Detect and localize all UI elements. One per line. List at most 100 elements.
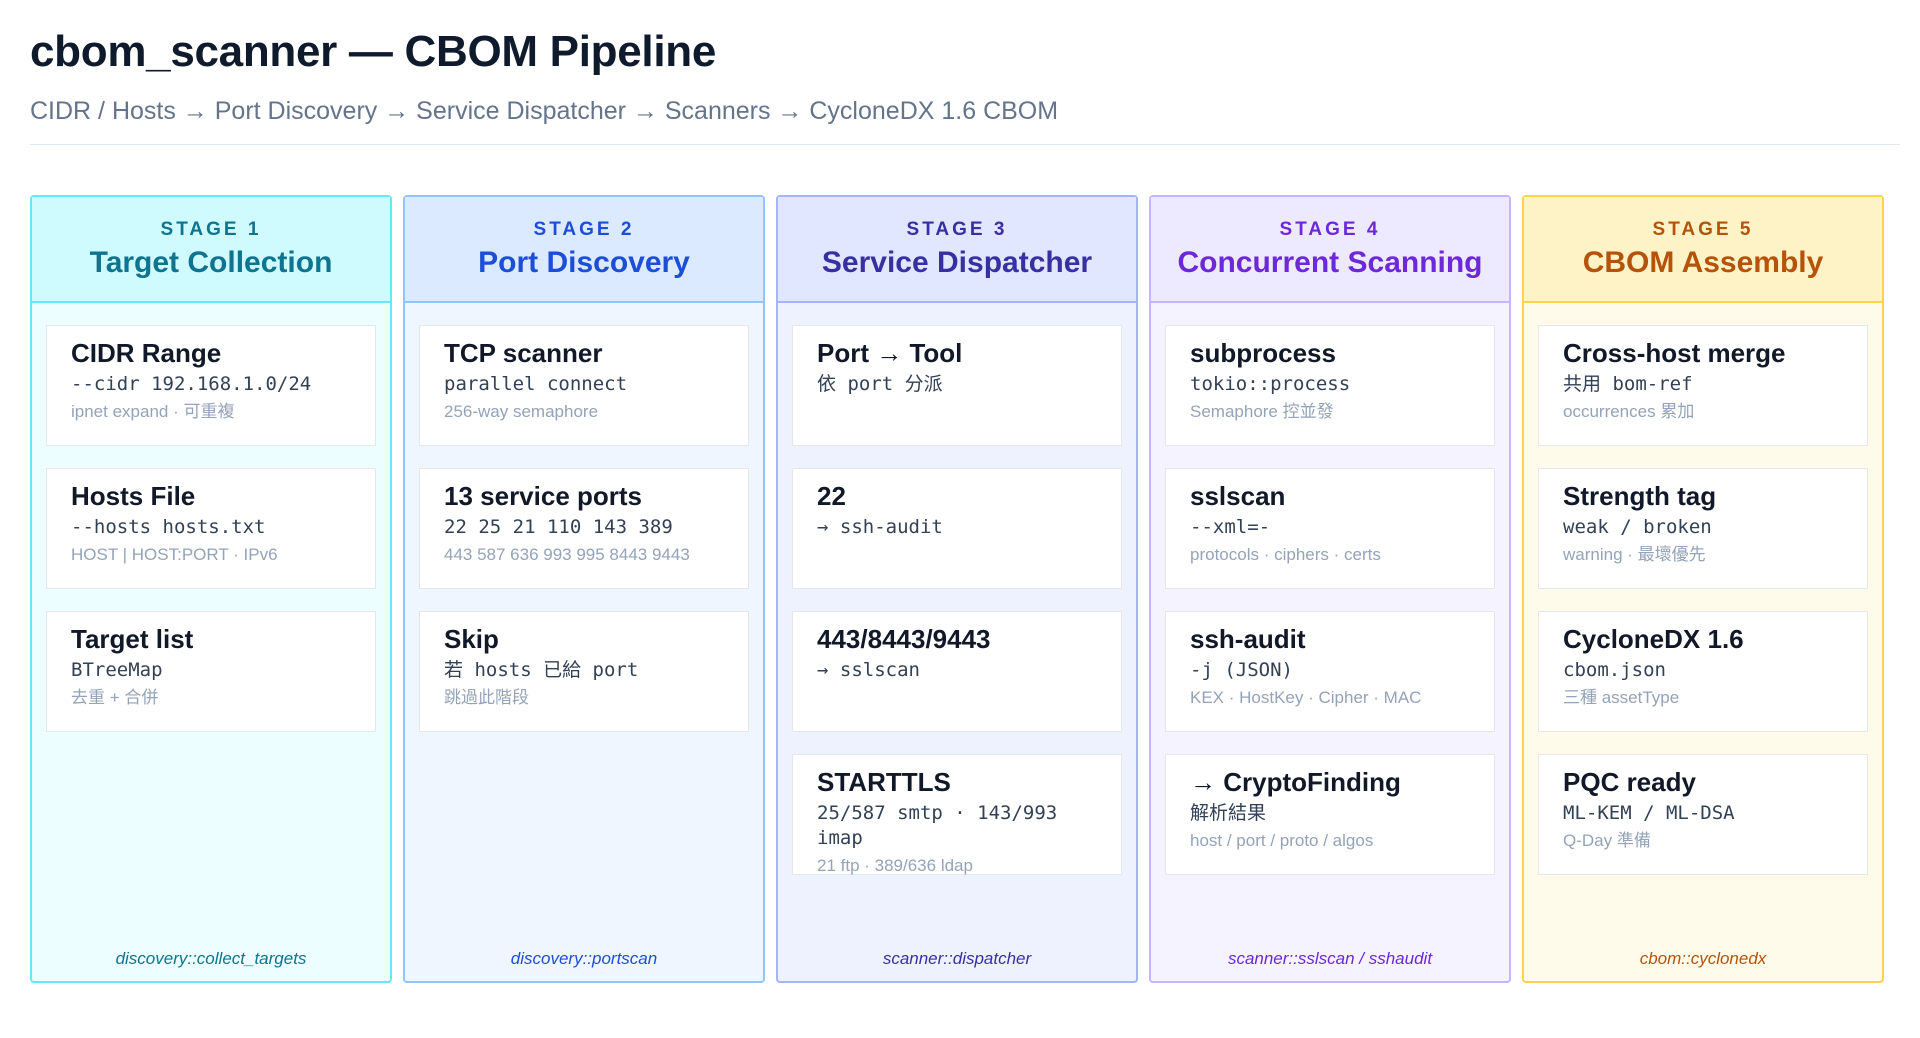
stage-module-path: scanner::sslscan / sshaudit <box>1227 949 1433 968</box>
step-card: Strength tag weak / broken warning · 最壞優先 <box>1538 468 1868 589</box>
stage-number: STAGE 4 <box>1279 219 1381 240</box>
step-card-code: → sslscan <box>817 659 920 681</box>
step-card-code: 22 25 21 110 143 389 <box>444 516 673 538</box>
step-card: Hosts File --hosts hosts.txt HOST | HOST:P… <box>46 468 376 589</box>
stage-columns: STAGE 1 Target Collection CIDR Range --cidr… <box>30 195 1900 985</box>
step-card-title: Hosts File <box>71 481 196 511</box>
step-card-note: 21 ftp · 389/636 ldap <box>817 856 973 875</box>
step-card-code: 依 port 分派 <box>817 373 943 395</box>
stage-module-path: scanner::dispatcher <box>882 949 1032 968</box>
step-card-note: protocols · ciphers · certs <box>1190 545 1381 564</box>
header: cbom_scanner — CBOM Pipeline CIDR / Host… <box>30 22 1910 128</box>
step-card-note: 256-way semaphore <box>444 402 599 421</box>
stage-cards: Port → Tool 依 port 分派 22 → ssh-audit 443/844… <box>778 303 1136 875</box>
step-card-note: warning · 最壞優先 <box>1563 545 1706 564</box>
step-card-code: 25/587 smtp · 143/993 imap <box>817 802 1058 849</box>
step-card: sslscan --xml=- protocols · ciphers · cert… <box>1165 468 1495 589</box>
step-card: → CryptoFinding 解析結果 host / port / proto /… <box>1165 754 1495 875</box>
step-card-title: Cross-host merge <box>1563 338 1786 368</box>
step-card-code: --cidr 192.168.1.0/24 <box>71 373 312 395</box>
step-card: 22 → ssh-audit <box>792 468 1122 589</box>
stage-title: Concurrent Scanning <box>1177 246 1483 279</box>
step-card-title: → CryptoFinding <box>1190 767 1401 797</box>
step-card-code: ML-KEM / ML-DSA <box>1563 802 1735 824</box>
step-card: 443/8443/9443 → sslscan <box>792 611 1122 732</box>
stage-module-path: discovery::portscan <box>510 949 658 968</box>
stage-header: STAGE 4 Concurrent Scanning <box>1151 197 1509 303</box>
step-card-note: Semaphore 控並發 <box>1190 402 1334 421</box>
stage-number: STAGE 2 <box>533 219 635 240</box>
step-card: STARTTLS 25/587 smtp · 143/993 imap 21 ftp… <box>792 754 1122 875</box>
step-card: Cross-host merge 共用 bom-ref occurrences 累加 <box>1538 325 1868 446</box>
step-card-code: → ssh-audit <box>817 516 943 538</box>
step-card-title: subprocess <box>1190 338 1336 368</box>
step-card-code: -j (JSON) <box>1190 659 1293 681</box>
step-card-note: 443 587 636 993 995 8443 9443 <box>444 545 690 564</box>
step-card-title: Skip <box>444 624 499 654</box>
step-card-title: sslscan <box>1190 481 1286 511</box>
step-card-code: 若 hosts 已給 port <box>444 659 639 681</box>
step-card: PQC ready ML-KEM / ML-DSA Q-Day 準備 <box>1538 754 1868 875</box>
step-card-title: CIDR Range <box>71 338 222 368</box>
step-card-title: Strength tag <box>1563 481 1717 511</box>
step-card-title: TCP scanner <box>444 338 603 368</box>
step-card-note: host / port / proto / algos <box>1190 831 1374 850</box>
step-card: Port → Tool 依 port 分派 <box>792 325 1122 446</box>
stage-header: STAGE 2 Port Discovery <box>405 197 763 303</box>
step-card-code: tokio::process <box>1190 373 1351 395</box>
page-title: cbom_scanner — CBOM Pipeline <box>30 27 716 76</box>
step-card-note: Q-Day 準備 <box>1563 831 1651 850</box>
step-card-title: ssh-audit <box>1190 624 1306 654</box>
step-card: CIDR Range --cidr 192.168.1.0/24 ipnet exp… <box>46 325 376 446</box>
stage-cards: Cross-host merge 共用 bom-ref occurrences 累加… <box>1524 303 1882 875</box>
step-card-code: BTreeMap <box>71 659 163 681</box>
stage-column: STAGE 4 Concurrent Scanning subprocess toki… <box>1149 195 1511 983</box>
stage-title: Service Dispatcher <box>821 246 1093 279</box>
step-card-code: cbom.json <box>1563 659 1666 681</box>
divider <box>30 144 1900 145</box>
step-card-note: KEX · HostKey · Cipher · MAC <box>1190 688 1422 707</box>
step-card-code: 解析結果 <box>1190 802 1267 824</box>
step-card-code: --hosts hosts.txt <box>71 516 266 538</box>
step-card-title: Port → Tool <box>817 338 963 368</box>
step-card: ssh-audit -j (JSON) KEX · HostKey · Cipher… <box>1165 611 1495 732</box>
stage-number: STAGE 5 <box>1652 219 1754 240</box>
page-subtitle: CIDR / Hosts → Port Discovery → Service … <box>30 97 1059 125</box>
step-card-title: CycloneDX 1.6 <box>1563 624 1744 654</box>
step-card: Target list BTreeMap 去重 + 合併 <box>46 611 376 732</box>
step-card-title: 13 service ports <box>444 481 643 511</box>
stage-title: CBOM Assembly <box>1582 246 1824 279</box>
step-card: CycloneDX 1.6 cbom.json 三種 assetType <box>1538 611 1868 732</box>
step-card-title: PQC ready <box>1563 767 1696 797</box>
stage-title: Target Collection <box>89 246 333 279</box>
step-card: TCP scanner parallel connect 256-way semap… <box>419 325 749 446</box>
stage-header: STAGE 3 Service Dispatcher <box>778 197 1136 303</box>
stage-column: STAGE 3 Service Dispatcher Port → Tool 依 po… <box>776 195 1138 983</box>
step-card-note: occurrences 累加 <box>1563 402 1695 421</box>
stage-cards: CIDR Range --cidr 192.168.1.0/24 ipnet exp… <box>32 303 390 732</box>
stage-column: STAGE 5 CBOM Assembly Cross-host merge 共用 b… <box>1522 195 1884 983</box>
stage-module-path: discovery::collect_targets <box>115 949 307 968</box>
step-card-note: ipnet expand · 可重複 <box>71 402 235 421</box>
stage-number: STAGE 1 <box>160 219 262 240</box>
stage-header: STAGE 1 Target Collection <box>32 197 390 303</box>
stage-column: STAGE 2 Port Discovery TCP scanner parallel… <box>403 195 765 983</box>
stage-header: STAGE 5 CBOM Assembly <box>1524 197 1882 303</box>
stage-number: STAGE 3 <box>906 219 1008 240</box>
step-card-code: 共用 bom-ref <box>1563 373 1693 395</box>
stage-title: Port Discovery <box>478 246 690 279</box>
stage-module-path: cbom::cyclonedx <box>1639 949 1767 968</box>
step-card-code: weak / broken <box>1563 516 1712 538</box>
stage-column: STAGE 1 Target Collection CIDR Range --cidr… <box>30 195 392 983</box>
step-card: Skip 若 hosts 已給 port 跳過此階段 <box>419 611 749 732</box>
stage-cards: TCP scanner parallel connect 256-way semap… <box>405 303 763 732</box>
step-card: 13 service ports 22 25 21 110 143 389 443 … <box>419 468 749 589</box>
step-card-title: STARTTLS <box>817 767 951 797</box>
step-card-note: HOST | HOST:PORT · IPv6 <box>71 545 278 564</box>
step-card-title: 22 <box>817 481 846 511</box>
step-card-note: 去重 + 合併 <box>71 688 159 707</box>
step-card-code: parallel connect <box>444 373 628 395</box>
step-card-note: 三種 assetType <box>1563 688 1680 707</box>
